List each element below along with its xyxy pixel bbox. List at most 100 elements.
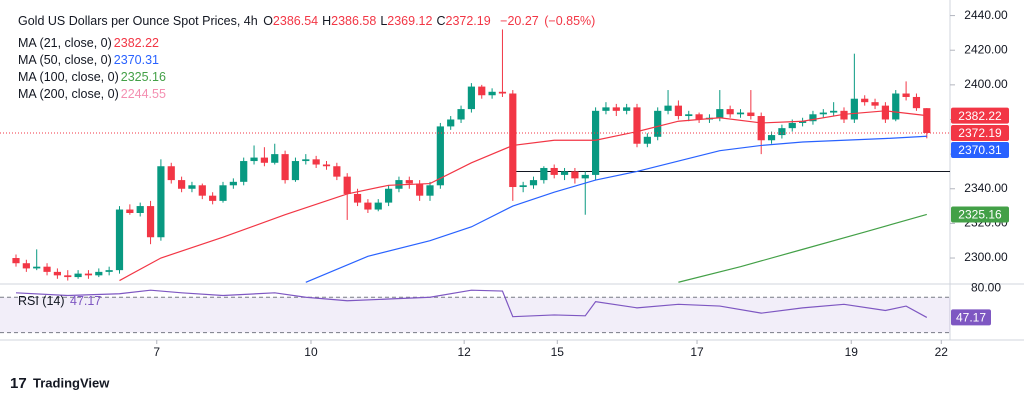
ma-legend-row: MA (100, close, 0) 2325.16 bbox=[18, 70, 168, 84]
ma-line bbox=[678, 213, 927, 283]
rsi-legend: RSI (14) 47.17 bbox=[18, 294, 103, 308]
candle-body bbox=[364, 202, 372, 210]
candle-body bbox=[767, 135, 776, 141]
candle-body bbox=[685, 114, 693, 117]
candle-body bbox=[271, 154, 279, 163]
logo-mark: 17 bbox=[10, 375, 27, 392]
candle-body bbox=[581, 174, 589, 179]
candle-body bbox=[571, 171, 579, 179]
rsi-tag-label: 47.17 bbox=[956, 311, 986, 325]
candle-body bbox=[240, 161, 248, 182]
ohlc-label: L bbox=[380, 14, 388, 28]
candle-body bbox=[12, 258, 20, 264]
candle-body bbox=[95, 271, 103, 276]
y-tick-label: 2420.00 bbox=[964, 42, 1008, 56]
candle-body bbox=[188, 185, 196, 189]
candle-body bbox=[146, 206, 155, 238]
candle-body bbox=[229, 181, 237, 186]
candle-body bbox=[881, 105, 889, 120]
ma-legend-row: MA (200, close, 0) 2244.55 bbox=[18, 87, 168, 101]
candle-body bbox=[643, 136, 651, 144]
change: −20.27 bbox=[500, 14, 539, 28]
candle-body bbox=[322, 164, 331, 167]
candle-body bbox=[912, 96, 921, 109]
candle-body bbox=[550, 167, 558, 175]
candle-body bbox=[374, 202, 382, 210]
candle-body bbox=[612, 107, 620, 111]
x-tick-label: 12 bbox=[457, 345, 471, 359]
candle-body bbox=[488, 91, 496, 96]
candle-body bbox=[74, 273, 82, 278]
candle-body bbox=[923, 108, 931, 134]
candle-body bbox=[219, 185, 227, 201]
x-tick-label: 7 bbox=[153, 345, 160, 359]
brand: TradingView bbox=[33, 375, 110, 390]
candle-body bbox=[778, 128, 786, 136]
candle-body bbox=[850, 98, 858, 120]
candle-body bbox=[447, 119, 455, 127]
candle-body bbox=[198, 185, 206, 196]
candle-body bbox=[560, 171, 569, 175]
candle-body bbox=[105, 270, 113, 272]
ma-name: MA (50, close, 0) bbox=[18, 53, 112, 67]
ohlc-label: O bbox=[263, 14, 273, 28]
ma-line bbox=[305, 135, 927, 283]
candle-body bbox=[654, 110, 662, 137]
candle-body bbox=[126, 209, 134, 213]
candle-body bbox=[353, 193, 362, 203]
ma-value: 2244.55 bbox=[120, 87, 166, 101]
ma-name: MA (100, close, 0) bbox=[18, 70, 119, 84]
price-tag-label: 2372.19 bbox=[958, 126, 1002, 140]
ma-name: MA (200, close, 0) bbox=[18, 87, 119, 101]
candle-body bbox=[674, 105, 682, 117]
candle-body bbox=[53, 271, 61, 276]
ma-legend-row: MA (21, close, 0) 2382.22 bbox=[18, 36, 161, 50]
y-tick-label: 2440.00 bbox=[964, 8, 1008, 22]
candle-body bbox=[22, 263, 30, 269]
candle-body bbox=[809, 114, 817, 122]
candle-body bbox=[436, 126, 444, 186]
candle-body bbox=[529, 180, 538, 186]
candle-body bbox=[416, 183, 424, 196]
candle-body bbox=[519, 185, 527, 188]
candle-body bbox=[664, 105, 672, 111]
candle-body bbox=[157, 166, 165, 238]
candle-body bbox=[281, 154, 289, 181]
candle-body bbox=[291, 161, 300, 181]
candle-body bbox=[478, 86, 486, 96]
candle-body bbox=[426, 185, 434, 196]
price-tag bbox=[951, 107, 1009, 124]
candle-body bbox=[695, 114, 703, 120]
candle-body bbox=[830, 110, 838, 113]
candle-body bbox=[819, 112, 827, 115]
candle-body bbox=[747, 112, 755, 117]
candle-body bbox=[633, 107, 641, 144]
candle-body bbox=[871, 102, 879, 106]
ohlc-value: 2386.58 bbox=[331, 14, 377, 28]
candle-body bbox=[540, 167, 548, 181]
candle-body bbox=[892, 93, 900, 120]
rsi-tag bbox=[951, 309, 991, 326]
ma-value: 2382.22 bbox=[113, 36, 159, 50]
ohlc-value: 2372.19 bbox=[445, 14, 491, 28]
candle-body bbox=[902, 93, 910, 97]
candle-body bbox=[136, 206, 144, 213]
x-tick-label: 15 bbox=[551, 345, 565, 359]
ma-value: 2370.31 bbox=[113, 53, 159, 67]
candle-body bbox=[385, 188, 393, 203]
candle-body bbox=[861, 98, 869, 103]
candle-body bbox=[757, 116, 765, 141]
x-tick-label: 10 bbox=[304, 345, 318, 359]
candle-body bbox=[799, 121, 807, 123]
candle-body bbox=[602, 107, 610, 111]
candle-body bbox=[716, 109, 724, 118]
candle-body bbox=[840, 110, 848, 120]
price-tag bbox=[951, 125, 1009, 142]
ma-name: MA (21, close, 0) bbox=[18, 36, 112, 50]
title: Gold US Dollars per Ounce Spot Prices, 4… bbox=[18, 14, 258, 28]
y-tick-label: 2300.00 bbox=[964, 250, 1008, 264]
candle-body bbox=[457, 109, 465, 120]
price-pane bbox=[12, 29, 950, 283]
